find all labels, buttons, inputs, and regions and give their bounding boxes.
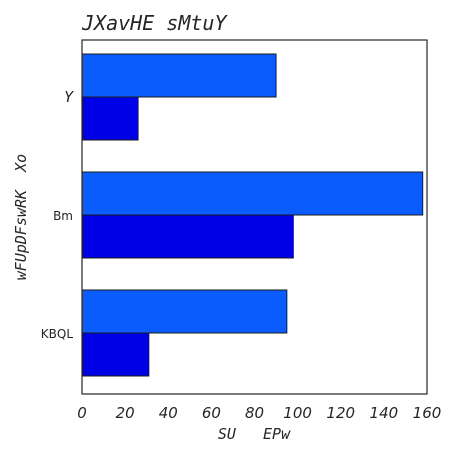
x-tick-label: 100 xyxy=(283,404,312,422)
plot-frame xyxy=(81,39,428,395)
bar-bm-series-2 xyxy=(81,214,294,259)
x-tick-label: 20 xyxy=(116,404,135,422)
x-tick-label: 60 xyxy=(202,404,221,422)
x-tick-label: 140 xyxy=(370,404,399,422)
x-axis-ticks: 0 20 40 60 80 100 120 140 160 xyxy=(77,404,441,422)
x-tick-label: 160 xyxy=(413,404,442,422)
y-tick-label: Y xyxy=(64,88,74,106)
x-tick-label: 120 xyxy=(326,404,355,422)
y-tick-label: KBQL xyxy=(41,327,74,341)
chart-title: JXavHE sMtuY xyxy=(81,11,228,35)
x-tick-label: 40 xyxy=(159,404,178,422)
bar-bm-series-1 xyxy=(81,171,424,216)
x-tick-label: 80 xyxy=(245,404,264,422)
y-axis-ticks: Y Bm KBQL xyxy=(41,88,74,341)
y-axis-label: wFUpDFswRK Xo xyxy=(12,154,30,280)
bar-y-series-2 xyxy=(81,96,139,141)
bars-group xyxy=(81,53,424,377)
bar-y-series-1 xyxy=(81,53,277,98)
x-tick-label: 0 xyxy=(77,404,87,422)
y-tick-label: Bm xyxy=(53,209,73,223)
bar-kbql-series-1 xyxy=(81,289,288,334)
bar-kbql-series-2 xyxy=(81,332,150,377)
x-axis-label: SU EPw xyxy=(218,425,291,443)
